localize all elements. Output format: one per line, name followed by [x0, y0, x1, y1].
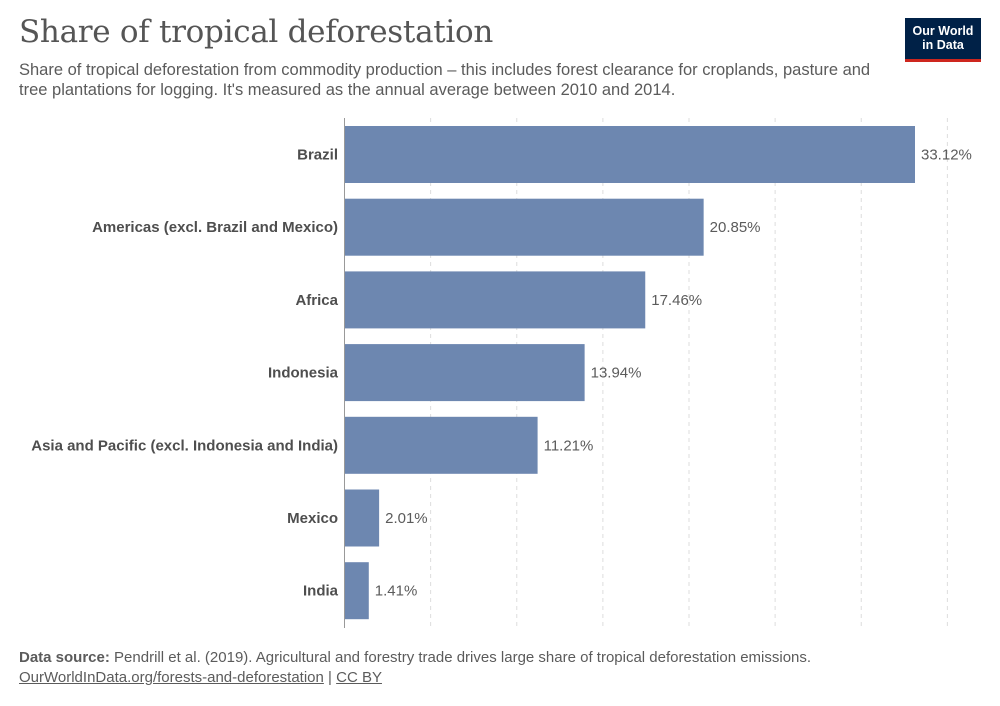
bar-brazil[interactable] — [345, 126, 915, 183]
chart-title: Share of tropical deforestation — [19, 14, 494, 50]
value-label: 2.01% — [385, 510, 428, 527]
chart-footer: Data source: Pendrill et al. (2019). Agr… — [19, 648, 811, 688]
source-text: Pendrill et al. (2019). Agricultural and… — [114, 649, 812, 666]
category-label: Asia and Pacific (excl. Indonesia and In… — [31, 437, 338, 454]
footer-separator: | — [328, 669, 332, 686]
source-label: Data source: — [19, 649, 110, 666]
logo-line-1: Our World — [912, 24, 974, 38]
bar-asia-and-pacific-excl-indonesia-and-india[interactable] — [345, 416, 538, 474]
bar-africa[interactable] — [345, 271, 646, 329]
source-url-link[interactable]: OurWorldInData.org/forests-and-deforesta… — [19, 669, 324, 686]
bar-india[interactable] — [345, 562, 369, 620]
source-line: Data source: Pendrill et al. (2019). Agr… — [19, 648, 811, 668]
category-label: Americas (excl. Brazil and Mexico) — [92, 219, 338, 236]
category-label: Mexico — [287, 510, 338, 527]
bar-chart: Brazil 33.12% Americas (excl. Brazil and M… — [31, 118, 972, 628]
bar-mexico[interactable] — [345, 489, 380, 547]
chart-subtitle: Share of tropical deforestation from com… — [19, 61, 871, 99]
value-label: 11.21% — [544, 437, 594, 454]
category-label: India — [303, 583, 339, 600]
category-label: Brazil — [297, 147, 338, 164]
link-line: OurWorldInData.org/forests-and-deforesta… — [19, 668, 811, 688]
value-label: 1.41% — [375, 583, 418, 600]
bar-indonesia[interactable] — [345, 344, 585, 402]
gridlines — [430, 118, 948, 628]
license-link[interactable]: CC BY — [336, 669, 382, 686]
value-label: 20.85% — [710, 219, 761, 236]
category-label: Indonesia — [268, 365, 339, 382]
logo-line-2: in Data — [922, 38, 964, 52]
bars: Brazil 33.12% Americas (excl. Brazil and M… — [31, 126, 972, 620]
category-label: Africa — [295, 292, 338, 309]
value-label: 33.12% — [921, 147, 972, 164]
value-label: 13.94% — [591, 365, 642, 382]
value-label: 17.46% — [651, 292, 702, 309]
owid-logo[interactable]: Our World in Data — [905, 18, 981, 62]
bar-americas-excl-brazil-and-mexico[interactable] — [345, 198, 704, 256]
